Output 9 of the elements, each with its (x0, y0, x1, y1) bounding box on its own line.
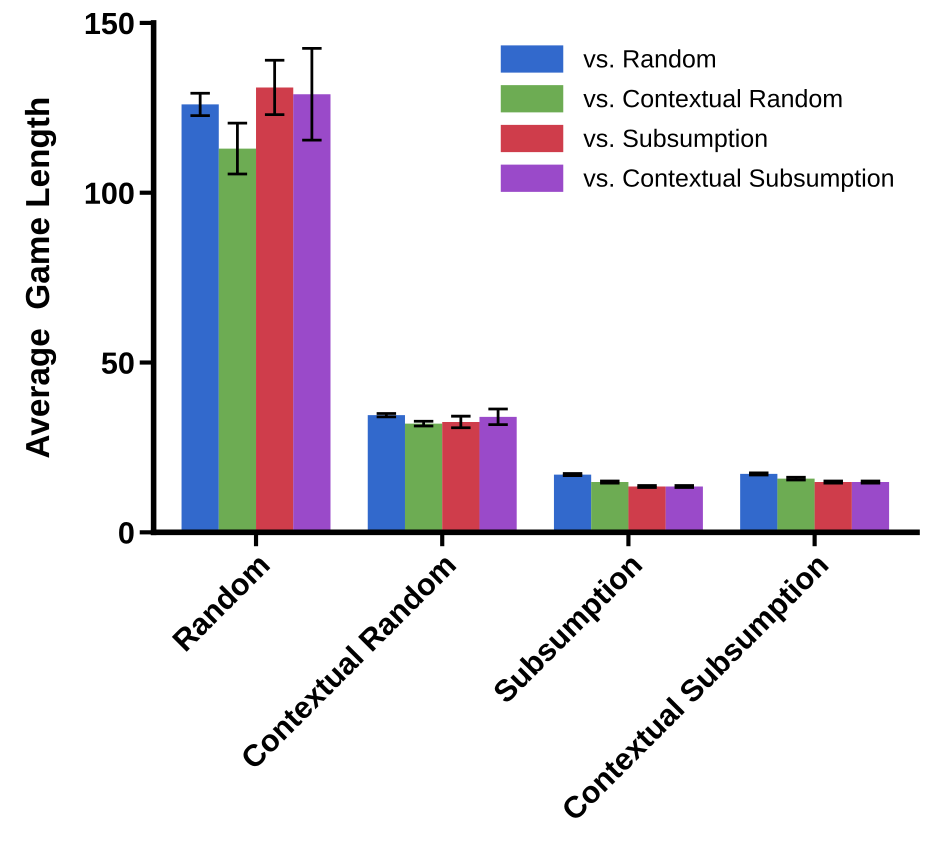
legend-label: vs. Random (583, 49, 716, 68)
y-tick-label: 100 (86, 182, 134, 204)
legend-label: vs. Contextual Random (583, 89, 842, 108)
y-tick-label: 0 (119, 522, 134, 544)
legend-label: vs. Subsumption (583, 128, 766, 152)
y-tick-label: 50 (102, 352, 134, 374)
legend-label: vs. Contextual Subsumption (583, 168, 893, 192)
y-tick-label: 150 (86, 12, 134, 34)
y-axis-title: Average Game Length (24, 98, 56, 458)
